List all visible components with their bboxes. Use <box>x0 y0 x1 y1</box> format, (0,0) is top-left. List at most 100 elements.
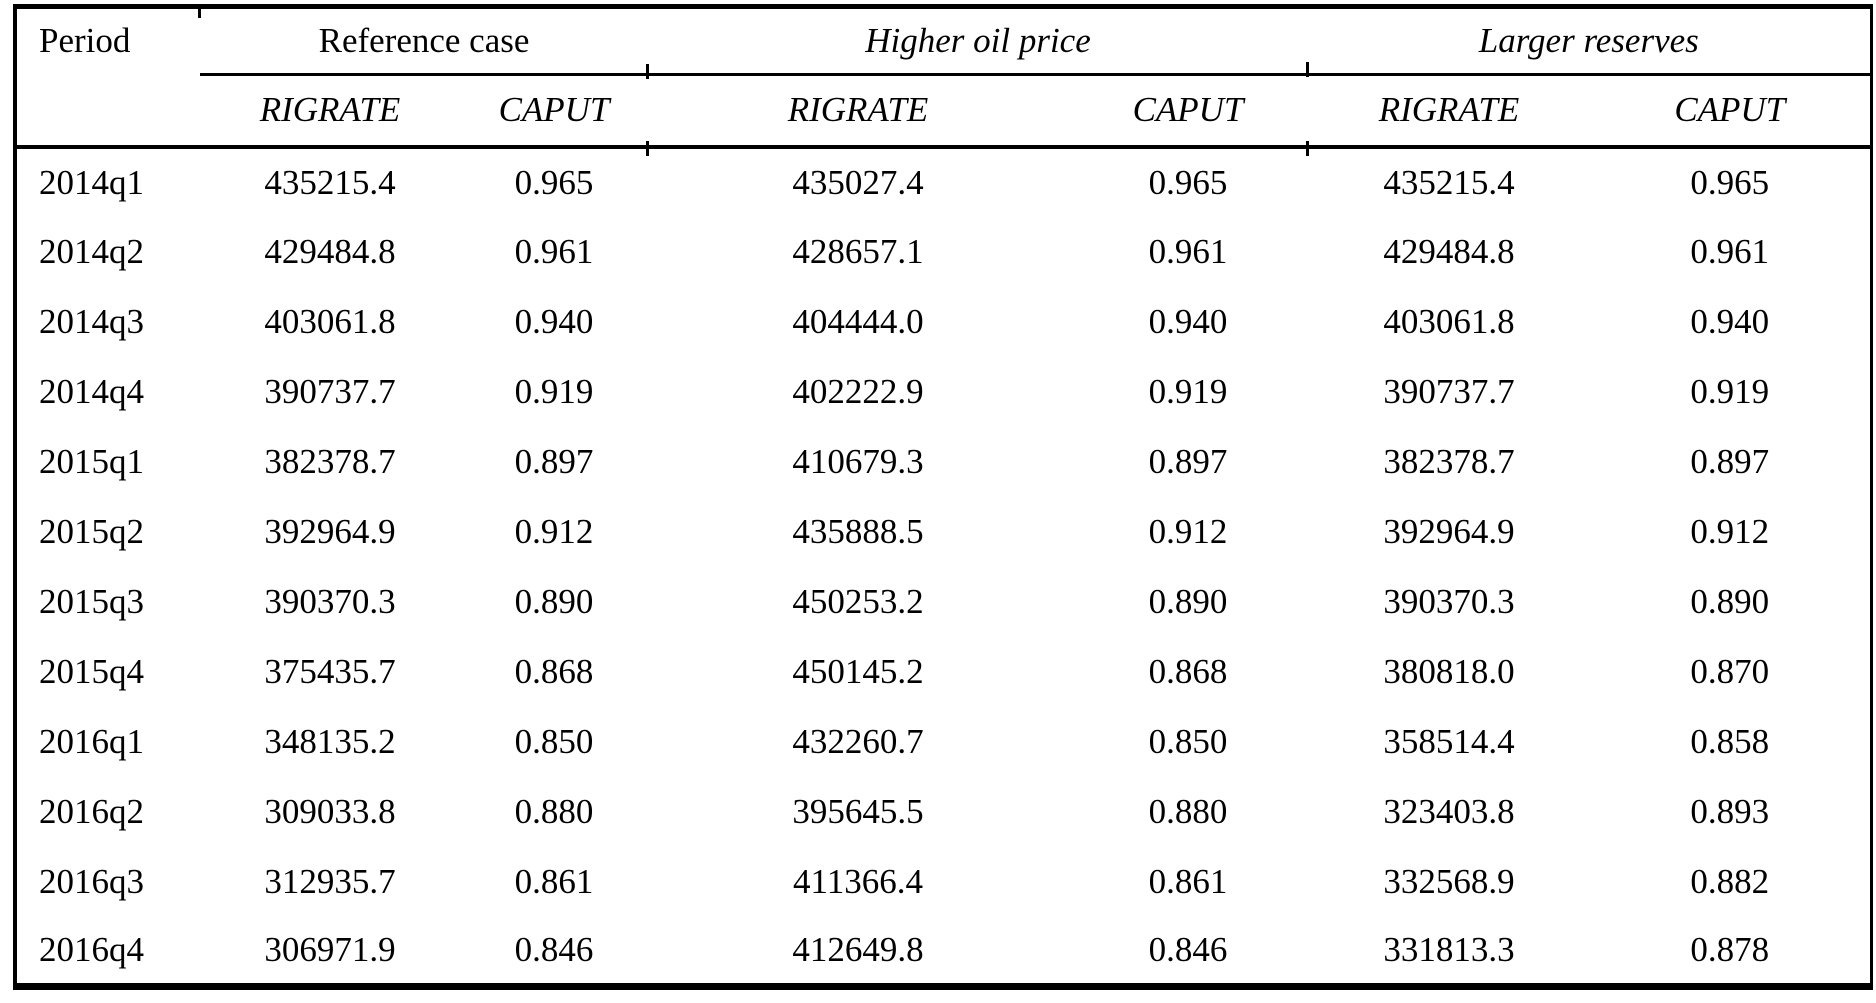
rigrate-reference-cell: 429484.8 <box>264 231 396 271</box>
caput-larger-reserves-cell: 0.878 <box>1690 929 1770 969</box>
group-header-larger-reserves: Larger reserves <box>1308 6 1872 76</box>
subheader-rigrate-larger-reserves: RIGRATE <box>1308 74 1590 149</box>
rigrate-larger-reserves-cell: 429484.8 <box>1383 231 1515 271</box>
rigrate-larger-reserves-cell: 331813.3 <box>1383 929 1515 969</box>
caput-higher-oil-price-cell: 0.846 <box>1148 929 1228 969</box>
rigrate-reference-cell: 403061.8 <box>264 301 396 341</box>
caput-larger-reserves-cell: 0.961 <box>1690 231 1770 271</box>
caput-higher-oil-price-cell: 0.912 <box>1148 511 1228 551</box>
data-table: Period Reference case Higher oil price L… <box>13 4 1873 990</box>
period-cell: 2016q2 <box>39 791 144 831</box>
caput-higher-oil-price-cell: 0.880 <box>1148 791 1228 831</box>
caput-reference-cell: 0.861 <box>514 861 594 901</box>
rigrate-reference-cell: 306971.9 <box>264 929 396 969</box>
table-row: 2016q1 348135.2 0.850 432260.7 0.850 358… <box>15 707 1871 777</box>
rigrate-reference-cell: 390370.3 <box>264 581 396 621</box>
table-row: 2016q2 309033.8 0.880 395645.5 0.880 323… <box>15 777 1871 847</box>
rigrate-higher-oil-price-cell: 435888.5 <box>792 511 924 551</box>
rigrate-reference-cell: 435215.4 <box>264 162 396 202</box>
rigrate-reference-cell: 348135.2 <box>264 721 396 761</box>
period-cell: 2014q2 <box>39 231 144 271</box>
sub-header-row: RIGRATE CAPUT RIGRATE CAPUT RIGRATE CAPU… <box>15 74 1872 149</box>
caput-reference-cell: 0.880 <box>514 791 594 831</box>
rigrate-larger-reserves-cell: 392964.9 <box>1383 511 1515 551</box>
rigrate-higher-oil-price-cell: 435027.4 <box>792 162 924 202</box>
border-tick <box>1306 141 1309 156</box>
table-row: 2015q2 392964.9 0.912 435888.5 0.912 392… <box>15 497 1871 567</box>
rigrate-higher-oil-price-cell: 450145.2 <box>792 651 924 691</box>
rigrate-higher-oil-price-cell: 450253.2 <box>792 581 924 621</box>
rigrate-larger-reserves-cell: 390370.3 <box>1383 581 1515 621</box>
period-cell: 2016q1 <box>39 721 144 761</box>
border-tick <box>1306 62 1309 77</box>
table-row: 2015q3 390370.3 0.890 450253.2 0.890 390… <box>15 567 1871 637</box>
rigrate-larger-reserves-cell: 380818.0 <box>1383 651 1515 691</box>
table-row: 2014q2 429484.8 0.961 428657.1 0.961 429… <box>15 217 1871 287</box>
rigrate-higher-oil-price-cell: 404444.0 <box>792 301 924 341</box>
table-row: 2015q1 382378.7 0.897 410679.3 0.897 382… <box>15 427 1871 497</box>
table-row: 2016q3 312935.7 0.861 411366.4 0.861 332… <box>15 847 1871 917</box>
rigrate-higher-oil-price-cell: 432260.7 <box>792 721 924 761</box>
rigrate-larger-reserves-cell: 358514.4 <box>1383 721 1515 761</box>
rigrate-larger-reserves-cell: 390737.7 <box>1383 371 1515 411</box>
caput-higher-oil-price-cell: 0.965 <box>1148 162 1228 202</box>
caput-larger-reserves-cell: 0.965 <box>1690 162 1770 202</box>
rigrate-larger-reserves-cell: 332568.9 <box>1383 861 1515 901</box>
rigrate-larger-reserves-cell: 435215.4 <box>1383 162 1515 202</box>
border-tick <box>646 64 649 79</box>
caput-larger-reserves-cell: 0.882 <box>1690 861 1770 901</box>
caput-reference-cell: 0.961 <box>514 231 594 271</box>
caput-reference-cell: 0.940 <box>514 301 594 341</box>
rigrate-larger-reserves-cell: 403061.8 <box>1383 301 1515 341</box>
border-tick <box>198 4 201 18</box>
caput-larger-reserves-cell: 0.940 <box>1690 301 1770 341</box>
group-header-row: Period Reference case Higher oil price L… <box>15 6 1872 149</box>
rigrate-higher-oil-price-cell: 410679.3 <box>792 441 924 481</box>
caput-larger-reserves-cell: 0.870 <box>1690 651 1770 691</box>
caput-reference-cell: 0.897 <box>514 441 594 481</box>
caput-higher-oil-price-cell: 0.897 <box>1148 441 1228 481</box>
rigrate-higher-oil-price-cell: 412649.8 <box>792 929 924 969</box>
caput-larger-reserves-cell: 0.858 <box>1690 721 1770 761</box>
border-tick <box>646 141 649 156</box>
rigrate-higher-oil-price-cell: 428657.1 <box>792 231 924 271</box>
table-row: 2014q4 390737.7 0.919 402222.9 0.919 390… <box>15 357 1871 427</box>
rigrate-reference-cell: 392964.9 <box>264 511 396 551</box>
period-cell: 2015q4 <box>39 651 144 691</box>
period-cell: 2015q2 <box>39 511 144 551</box>
caput-larger-reserves-cell: 0.890 <box>1690 581 1770 621</box>
period-column-header: Period <box>15 6 200 149</box>
rigrate-higher-oil-price-cell: 411366.4 <box>793 861 923 901</box>
table-row: 2016q4 306971.9 0.846 412649.8 0.846 331… <box>15 917 1871 987</box>
caput-reference-cell: 0.919 <box>514 371 594 411</box>
period-cell: 2014q4 <box>39 371 144 411</box>
caput-reference-cell: 0.890 <box>514 581 594 621</box>
caput-larger-reserves-cell: 0.912 <box>1690 511 1770 551</box>
caput-larger-reserves-cell: 0.919 <box>1690 371 1770 411</box>
rigrate-higher-oil-price-cell: 395645.5 <box>792 791 924 831</box>
rigrate-reference-cell: 375435.7 <box>264 651 396 691</box>
rigrate-larger-reserves-cell: 382378.7 <box>1383 441 1515 481</box>
caput-higher-oil-price-cell: 0.850 <box>1148 721 1228 761</box>
caput-reference-cell: 0.846 <box>514 929 594 969</box>
table-row: 2015q4 375435.7 0.868 450145.2 0.868 380… <box>15 637 1871 707</box>
caput-higher-oil-price-cell: 0.868 <box>1148 651 1228 691</box>
rigrate-reference-cell: 390737.7 <box>264 371 396 411</box>
caput-reference-cell: 0.912 <box>514 511 594 551</box>
subheader-rigrate-higher-oil-price: RIGRATE <box>648 74 1068 149</box>
subheader-caput-reference: CAPUT <box>460 74 648 149</box>
caput-larger-reserves-cell: 0.893 <box>1690 791 1770 831</box>
subheader-caput-higher-oil-price: CAPUT <box>1068 74 1308 149</box>
period-cell: 2016q3 <box>39 861 144 901</box>
caput-larger-reserves-cell: 0.897 <box>1690 441 1770 481</box>
table-row: 2014q1 435215.4 0.965 435027.4 0.965 435… <box>15 147 1871 217</box>
rigrate-reference-cell: 312935.7 <box>264 861 396 901</box>
caput-higher-oil-price-cell: 0.919 <box>1148 371 1228 411</box>
rigrate-higher-oil-price-cell: 402222.9 <box>792 371 924 411</box>
group-header-higher-oil-price: Higher oil price <box>648 6 1308 76</box>
period-cell: 2014q3 <box>39 301 144 341</box>
caput-higher-oil-price-cell: 0.890 <box>1148 581 1228 621</box>
subheader-rigrate-reference: RIGRATE <box>200 74 460 149</box>
rigrate-reference-cell: 309033.8 <box>264 791 396 831</box>
